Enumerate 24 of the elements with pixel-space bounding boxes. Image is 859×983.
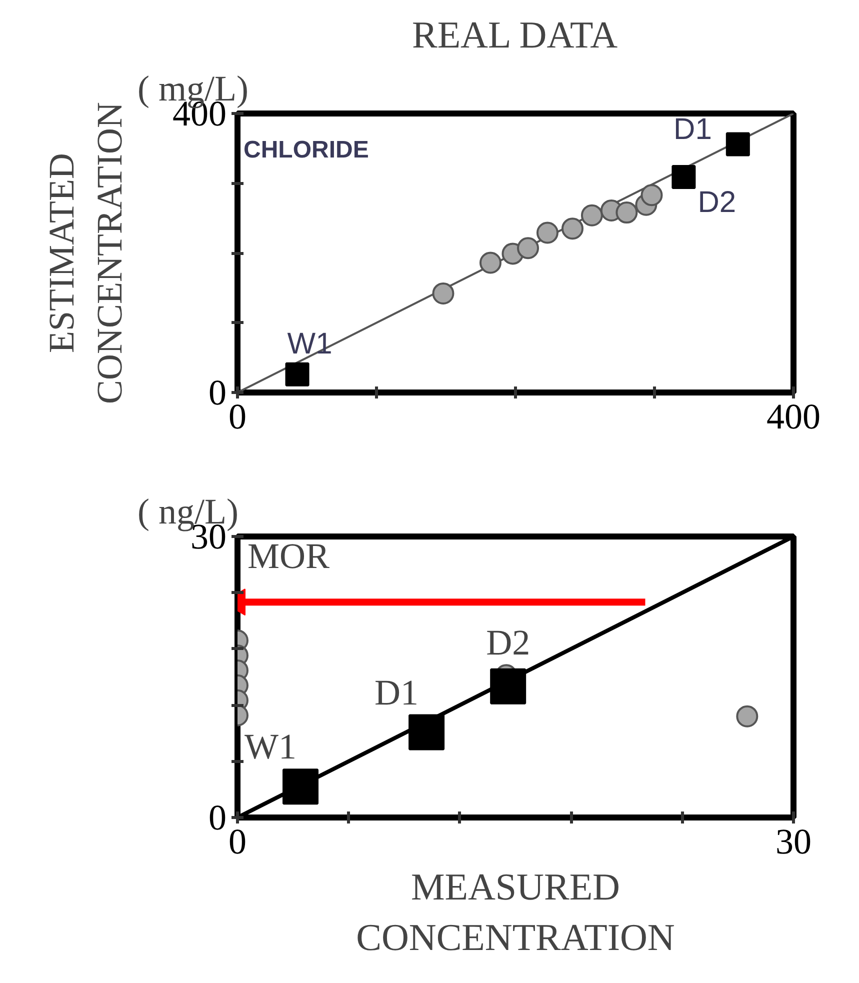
chart-title: REAL DATA [412,14,618,56]
annotation: W1 [287,327,332,360]
annotation: D2 [698,186,736,219]
x-axis-title: MEASURED CONCENTRATION [356,866,675,959]
annotation: W1 [244,726,297,767]
point [408,714,445,750]
point [432,282,454,304]
point [672,164,696,189]
point [285,362,310,386]
point [616,202,638,224]
annotation: D1 [374,672,419,712]
point [640,184,663,206]
point [726,132,750,156]
point [490,668,526,704]
annotation: CHLORIDE [244,136,369,164]
point [517,237,540,260]
annotation: MOR [248,536,330,576]
point [536,222,558,244]
point [580,204,603,226]
annotation: D1 [674,113,712,146]
point [479,252,502,274]
annotation: D2 [486,622,530,662]
y-axis-title: ESTIMATED CONCENTRATION [42,102,130,404]
point [561,218,584,240]
